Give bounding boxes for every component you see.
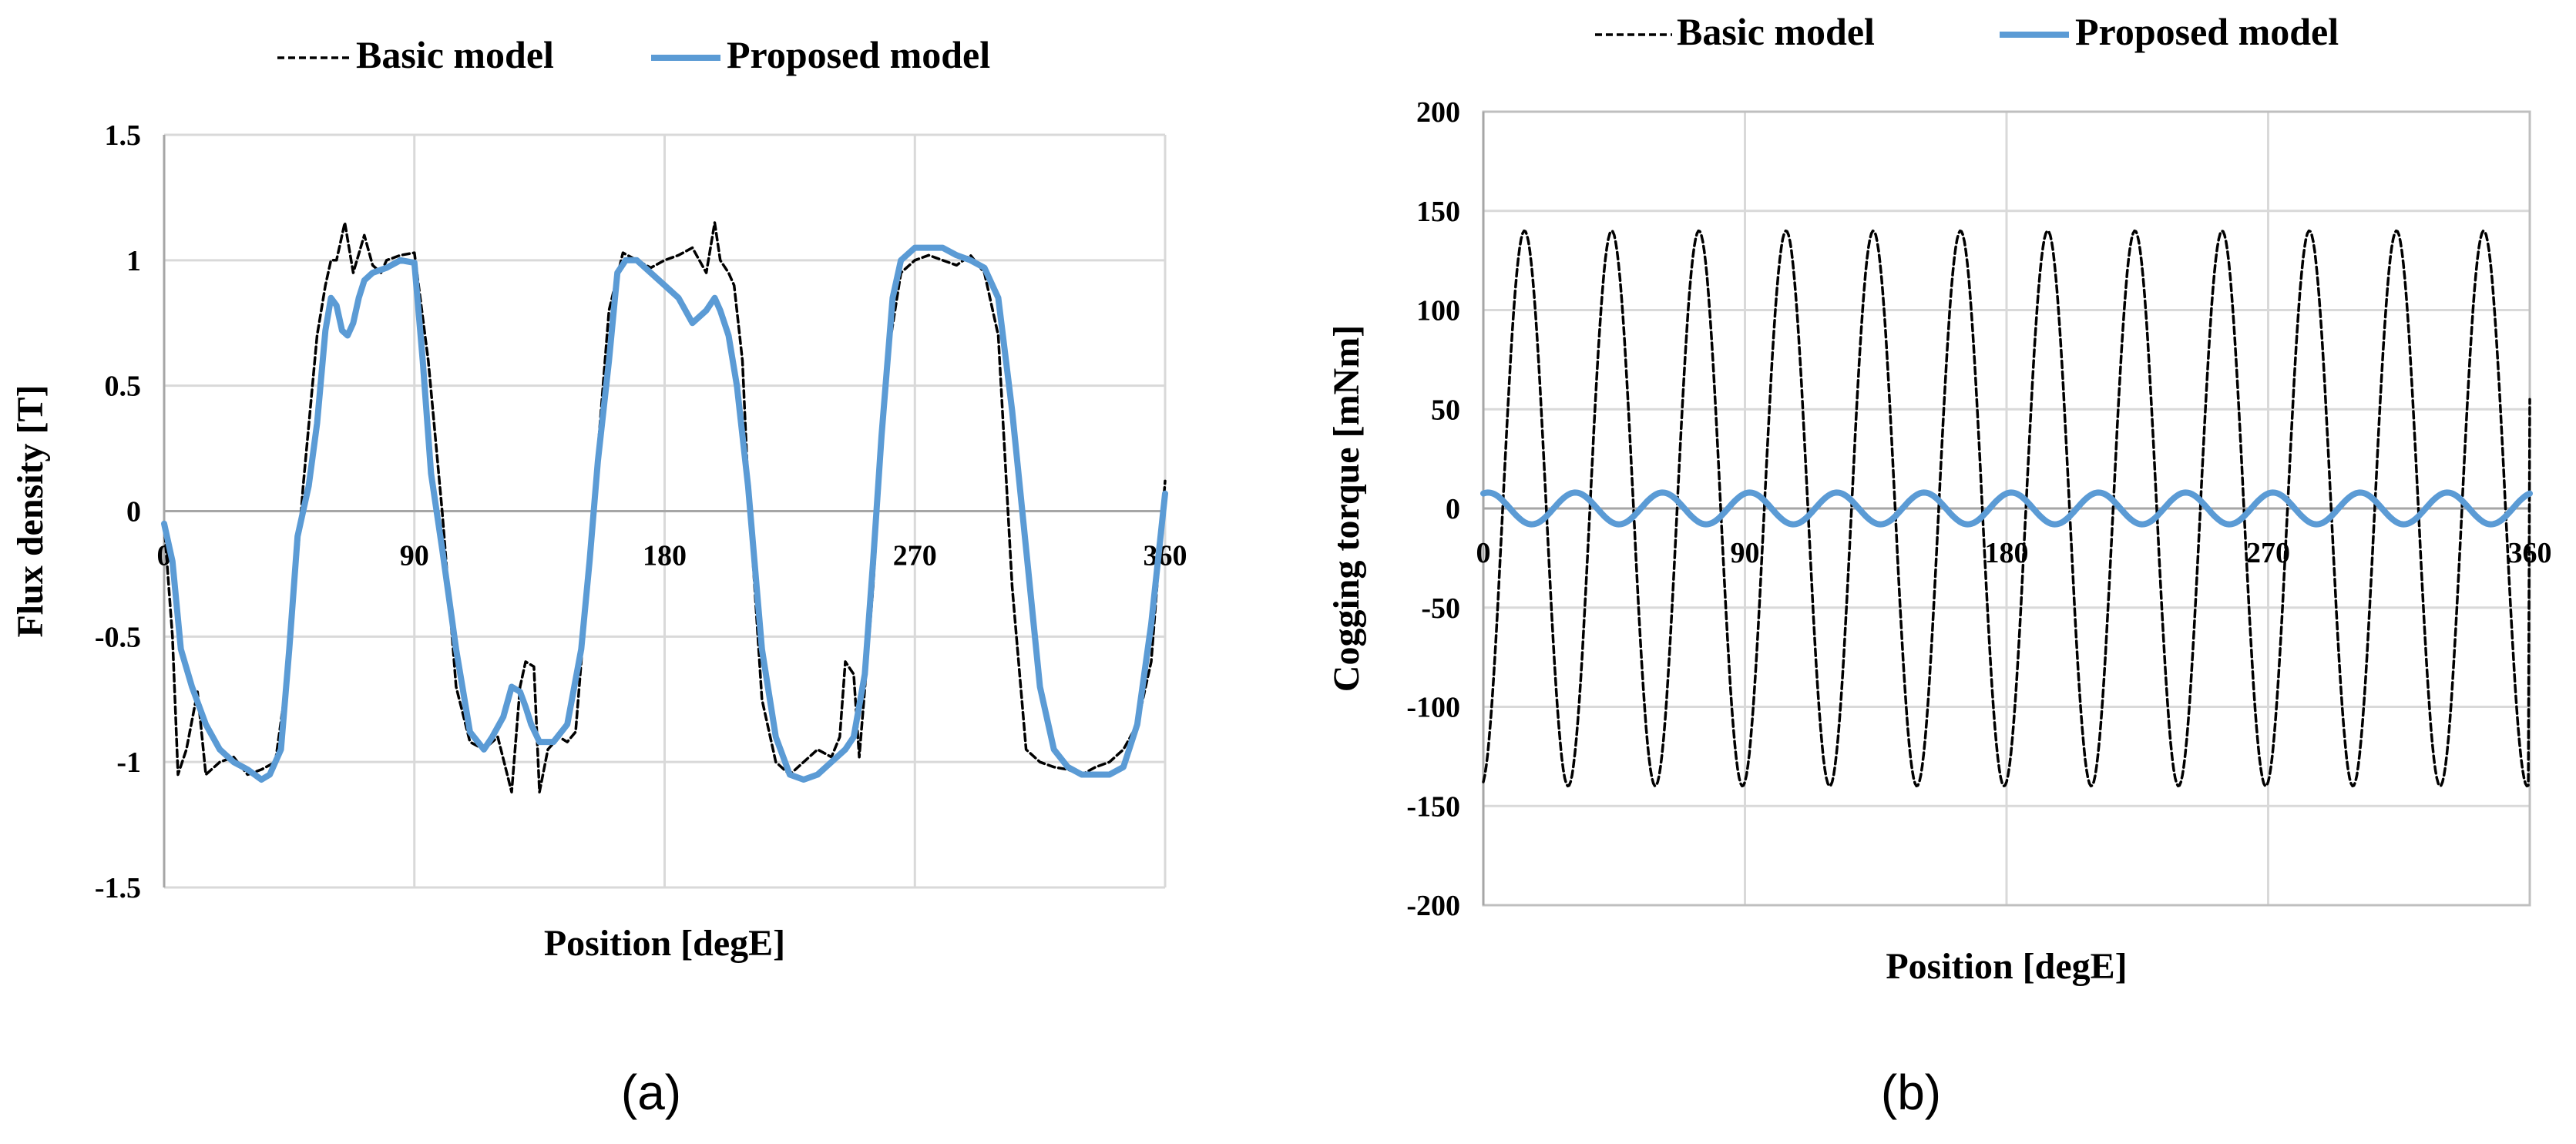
x-tick-label: 90 [400,540,429,572]
series-line-basic-model [1482,229,2531,788]
x-tick-label: 360 [1144,540,1187,572]
y-tick-label: -200 [1406,890,1460,922]
x-tick-label: 90 [1731,537,1760,569]
panel-label: (a) [621,1065,681,1120]
y-tick-label: -1.5 [95,872,141,904]
y-tick-label: 0 [1446,493,1460,525]
series-line-proposed-model [1480,489,2533,528]
legend-label-proposed-model: Proposed model [2075,10,2339,53]
legend-label-basic-model: Basic model [356,33,554,76]
x-axis-title: Position [degE] [544,923,785,964]
panel-label: (b) [1881,1065,1941,1120]
y-tick-label: -150 [1406,790,1460,823]
y-tick-label: 1 [126,245,141,277]
y-tick-label: -100 [1406,692,1460,724]
y-tick-label: 0.5 [105,371,142,403]
x-axis-title: Position [degE] [1886,946,2127,987]
y-tick-label: 200 [1416,96,1460,129]
y-tick-label: 1.5 [105,119,142,152]
x-tick-label: 270 [2246,537,2290,569]
x-tick-label: 180 [1985,537,2029,569]
x-tick-label: 0 [1476,537,1491,569]
y-tick-label: 0 [126,496,141,528]
y-tick-label: -1 [116,746,141,779]
series-line-proposed-model [161,244,1168,783]
y-axis-title: Flux density [T] [10,384,51,637]
y-axis-title: Cogging torque [mNm] [1326,325,1367,692]
y-tick-label: 150 [1416,196,1460,228]
y-tick-label: -50 [1421,592,1460,625]
x-tick-label: 270 [893,540,937,572]
x-tick-label: 180 [643,540,687,572]
legend-label-proposed-model: Proposed model [727,33,990,76]
y-tick-label: 100 [1416,295,1460,327]
y-tick-label: -0.5 [95,621,141,653]
legend-label-basic-model: Basic model [1677,10,1875,53]
y-tick-label: 50 [1431,394,1460,426]
